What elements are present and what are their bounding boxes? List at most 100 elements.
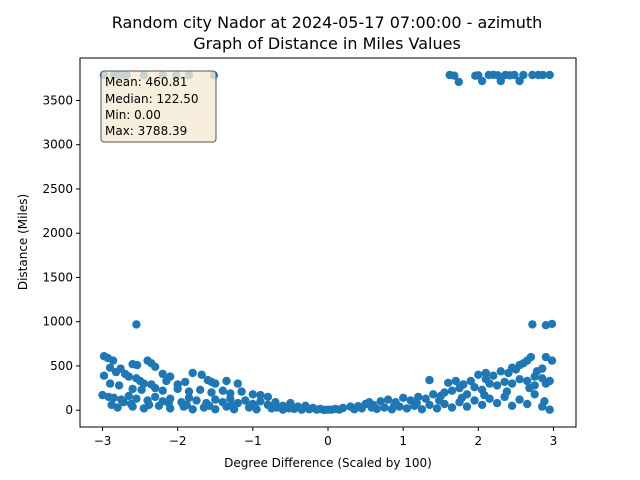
y-axis-label: Distance (Miles) xyxy=(16,194,30,290)
data-point xyxy=(144,400,154,410)
y-tick-label: 3000 xyxy=(42,138,73,152)
data-point xyxy=(541,379,551,388)
data-point xyxy=(162,376,171,386)
data-point xyxy=(312,405,321,414)
data-point xyxy=(105,379,115,388)
stats-max: Max: 3788.39 xyxy=(105,124,187,138)
y-tick-label: 1500 xyxy=(42,270,73,284)
data-point xyxy=(151,362,160,371)
data-point xyxy=(502,387,512,396)
data-point xyxy=(207,388,216,397)
data-point xyxy=(496,367,505,376)
data-point xyxy=(182,400,191,410)
chart-title-line1: Random city Nador at 2024-05-17 07:00:00… xyxy=(112,13,543,32)
y-axis-ticks: 0 500 1000 1500 2000 2500 3000 3500 xyxy=(42,93,80,417)
stats-mean: Mean: 460.81 xyxy=(105,75,188,89)
data-point xyxy=(181,377,190,387)
data-point xyxy=(218,386,227,395)
data-point xyxy=(222,376,231,386)
data-point xyxy=(305,405,314,414)
data-point xyxy=(447,403,457,412)
y-tick-label: 1000 xyxy=(42,315,73,329)
data-point xyxy=(466,376,475,386)
data-point xyxy=(425,375,434,385)
data-point xyxy=(99,371,109,380)
y-tick-label: 3500 xyxy=(42,93,73,107)
data-point xyxy=(124,372,133,381)
data-point xyxy=(540,397,549,406)
data-point xyxy=(376,397,385,406)
data-point xyxy=(545,405,554,414)
data-point xyxy=(454,77,463,87)
data-point xyxy=(402,404,412,413)
data-point xyxy=(335,405,344,414)
data-point xyxy=(164,398,173,408)
data-point xyxy=(528,320,537,329)
data-point xyxy=(432,404,442,413)
data-point xyxy=(412,398,421,408)
data-point xyxy=(474,370,483,379)
data-point xyxy=(507,401,517,410)
data-point xyxy=(459,380,468,389)
y-tick-label: 2000 xyxy=(42,226,73,240)
data-point xyxy=(367,403,376,412)
data-point xyxy=(250,402,259,411)
data-point xyxy=(477,400,487,410)
data-point xyxy=(417,405,427,414)
data-point xyxy=(158,386,167,395)
x-tick-label: 3 xyxy=(550,434,558,448)
data-point xyxy=(380,403,389,412)
data-point xyxy=(113,403,122,412)
data-point xyxy=(188,405,197,414)
data-point xyxy=(528,70,537,80)
data-point xyxy=(173,384,182,394)
x-tick-label: −2 xyxy=(169,434,187,448)
data-point xyxy=(489,371,498,380)
data-point xyxy=(357,404,366,413)
data-point xyxy=(477,76,487,86)
x-axis-label: Degree Difference (Scaled by 100) xyxy=(224,456,432,470)
data-point xyxy=(435,396,444,405)
y-tick-label: 500 xyxy=(50,359,73,373)
x-axis-ticks: −3 −2 −1 0 1 2 3 xyxy=(94,427,558,448)
data-point xyxy=(188,368,197,378)
data-point xyxy=(192,396,201,405)
data-point xyxy=(500,377,509,387)
data-point xyxy=(515,360,524,370)
data-point xyxy=(451,376,460,386)
data-point xyxy=(105,363,115,372)
data-point xyxy=(492,398,502,408)
data-point xyxy=(284,404,294,413)
data-point xyxy=(151,383,160,393)
data-point xyxy=(237,387,246,396)
data-point xyxy=(124,391,133,401)
data-point xyxy=(132,320,141,329)
data-point xyxy=(111,367,121,377)
data-point xyxy=(119,398,128,407)
data-point xyxy=(523,376,532,386)
data-point xyxy=(128,384,137,394)
data-point xyxy=(399,393,408,402)
data-point xyxy=(272,403,282,412)
data-point xyxy=(227,400,236,410)
x-tick-label: 1 xyxy=(399,434,407,448)
data-point xyxy=(211,379,220,388)
data-point xyxy=(389,401,399,410)
stats-min: Min: 0.00 xyxy=(105,108,161,122)
data-point xyxy=(197,370,206,379)
data-point xyxy=(132,360,142,370)
data-point xyxy=(547,319,557,329)
data-point xyxy=(383,395,393,404)
data-point xyxy=(523,399,532,409)
data-point xyxy=(440,388,449,397)
stats-box: Mean: 460.81 Median: 122.50 Min: 0.00 Ma… xyxy=(100,70,217,143)
data-point xyxy=(158,369,167,379)
data-point xyxy=(525,383,534,393)
data-point xyxy=(481,375,490,384)
x-tick-label: −3 xyxy=(94,434,112,448)
data-point xyxy=(126,399,136,409)
y-tick-label: 0 xyxy=(65,403,73,417)
y-tick-label: 2500 xyxy=(42,182,73,196)
data-point xyxy=(470,383,479,392)
x-tick-label: −1 xyxy=(244,434,262,448)
